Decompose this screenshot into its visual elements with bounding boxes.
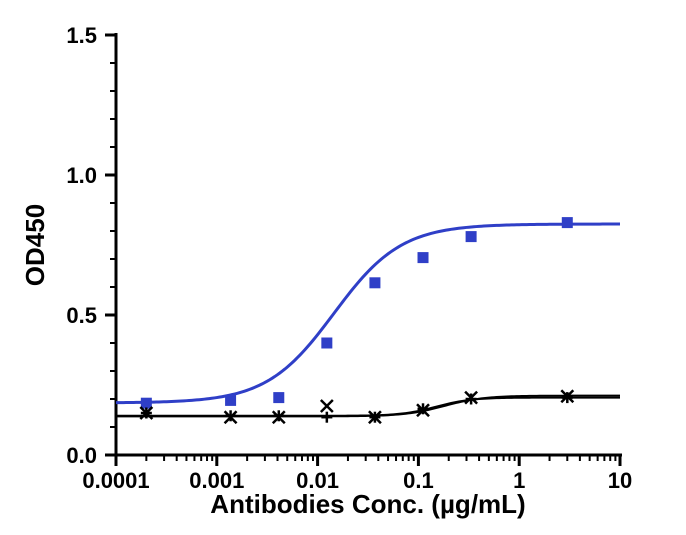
- x-axis-label: Antibodies Conc. (µg/mL): [210, 489, 525, 519]
- y-axis-label: OD450: [20, 204, 50, 286]
- svg-text:1.5: 1.5: [66, 23, 97, 48]
- chart-svg: 0.00010.0010.010.11100.00.51.01.5Antibod…: [0, 0, 686, 535]
- svg-text:0.0: 0.0: [66, 443, 97, 468]
- series-line-black-x: [116, 396, 620, 417]
- svg-text:0.5: 0.5: [66, 303, 97, 328]
- svg-text:0.0001: 0.0001: [82, 468, 149, 493]
- svg-text:1.0: 1.0: [66, 163, 97, 188]
- series-line-blue: [116, 224, 620, 403]
- svg-text:10: 10: [608, 468, 632, 493]
